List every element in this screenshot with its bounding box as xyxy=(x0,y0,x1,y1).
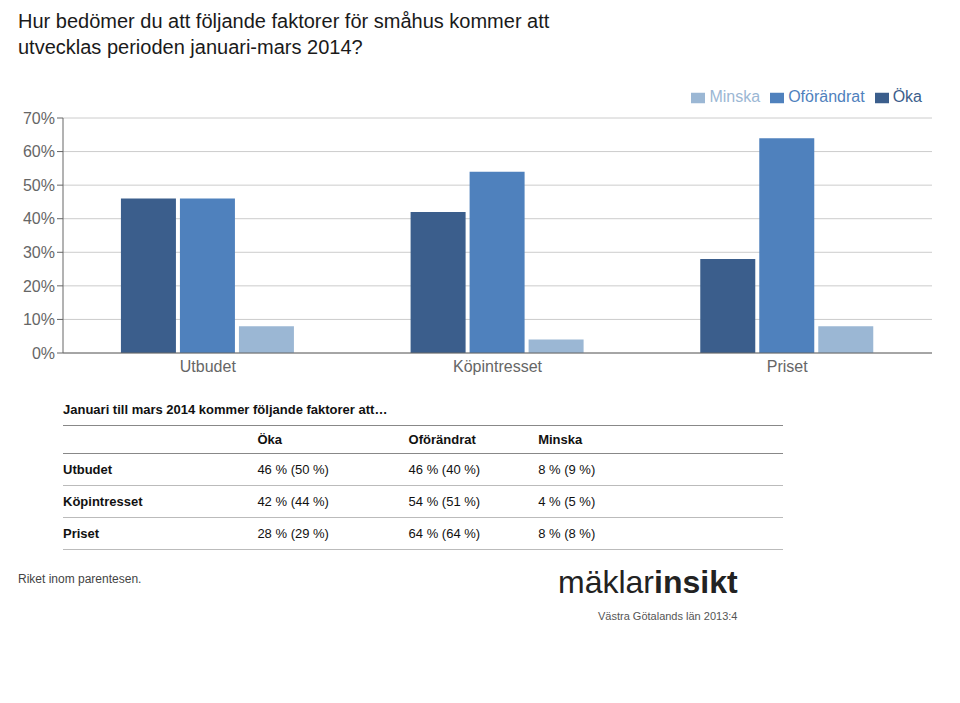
html-text:Utbudet: Utbudet xyxy=(63,462,113,477)
html-text:46 % (40 %): 46 % (40 %) xyxy=(408,462,481,477)
svg-text:Köpintresset: Köpintresset xyxy=(453,358,542,375)
html-text:64 % (64 %): 64 % (64 %) xyxy=(408,526,481,541)
html-text:mäklar insikt: mäklar insikt xyxy=(558,564,738,600)
html-text:Oförändrat: Oförändrat xyxy=(408,432,476,447)
html-text:Västra Götalands län 2013:4: Västra Götalands län 2013:4 xyxy=(598,610,738,622)
html-text:28 % (29 %): 28 % (29 %) xyxy=(257,526,329,541)
html-text:Köpintresset: Köpintresset xyxy=(63,494,143,509)
html-text:Riket inom parentesen.: Riket inom parentesen. xyxy=(18,572,142,586)
svg-text:Priset: Priset xyxy=(767,358,808,375)
html-text:Minska: Minska xyxy=(709,88,761,105)
svg-text:20%: 20% xyxy=(23,278,55,295)
svg-text:30%: 30% xyxy=(23,244,55,261)
svg-text:Utbudet: Utbudet xyxy=(180,358,237,375)
svg-text:70%: 70% xyxy=(23,110,55,127)
html-text:46 % (50 %): 46 % (50 %) xyxy=(257,462,329,477)
html-text:8 % (9 %): 8 % (9 %) xyxy=(538,462,596,477)
html-text:Minska: Minska xyxy=(538,432,583,447)
html-text:Oförändrat: Oförändrat xyxy=(788,88,865,105)
html-text:8 % (8 %): 8 % (8 %) xyxy=(538,526,596,541)
svg-text:0%: 0% xyxy=(32,345,55,362)
svg-text:10%: 10% xyxy=(23,311,55,328)
html-text:Hur bedömer du att följande fa: Hur bedömer du att följande faktorer för… xyxy=(18,10,550,58)
svg-text:40%: 40% xyxy=(23,210,55,227)
html-text:Öka: Öka xyxy=(257,432,282,447)
svg-text:60%: 60% xyxy=(23,143,55,160)
html-text:Januari till mars 2014 kommer: Januari till mars 2014 kommer följande f… xyxy=(63,402,388,417)
svg-text:50%: 50% xyxy=(23,177,55,194)
html-text:Priset: Priset xyxy=(63,526,100,541)
html-text:Öka: Öka xyxy=(892,88,922,105)
html-text:42 % (44 %): 42 % (44 %) xyxy=(257,494,329,509)
html-text:4 % (5 %): 4 % (5 %) xyxy=(538,494,596,509)
html-text:54 % (51 %): 54 % (51 %) xyxy=(408,494,481,509)
